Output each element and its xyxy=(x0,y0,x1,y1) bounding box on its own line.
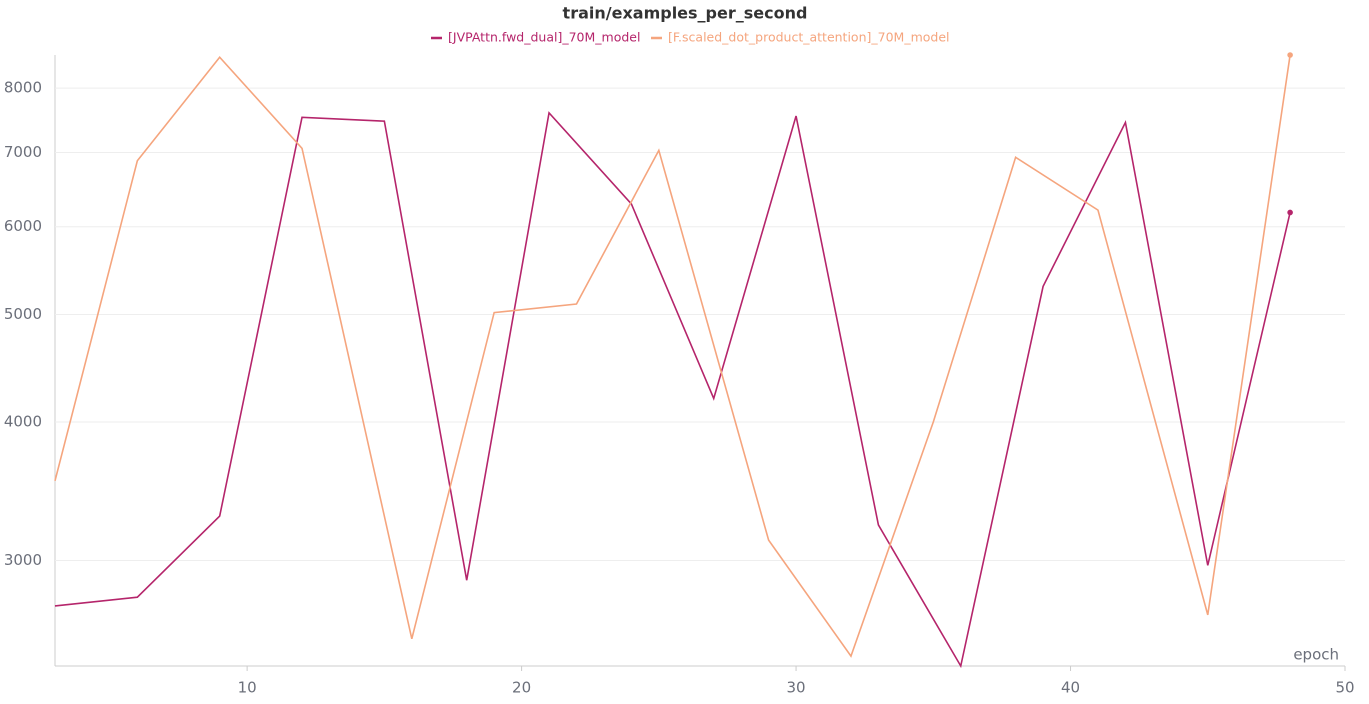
y-tick-label: 3000 xyxy=(4,551,42,569)
legend-label: [F.scaled_dot_product_attention]_70M_mod… xyxy=(668,30,950,45)
x-tick-label: 30 xyxy=(787,679,806,697)
x-axis-label: epoch xyxy=(1293,646,1339,664)
endpoint-dot xyxy=(1287,209,1293,216)
x-tick-label: 50 xyxy=(1335,679,1354,697)
x-tick-label: 10 xyxy=(238,679,257,697)
legend-label: [JVPAttn.fwd_dual]_70M_model xyxy=(448,30,640,45)
series-line xyxy=(54,54,1291,658)
y-tick-label: 7000 xyxy=(4,143,42,161)
series-line xyxy=(54,111,1291,669)
x-tick-label: 20 xyxy=(512,679,531,697)
x-tick-label: 40 xyxy=(1061,679,1080,697)
y-tick-label: 4000 xyxy=(4,412,42,430)
endpoint-dot xyxy=(1287,52,1293,58)
y-tick-label: 6000 xyxy=(4,217,42,235)
y-tick-label: 8000 xyxy=(4,79,42,97)
y-tick-label: 5000 xyxy=(4,305,42,323)
chart-title: train/examples_per_second xyxy=(563,4,808,23)
